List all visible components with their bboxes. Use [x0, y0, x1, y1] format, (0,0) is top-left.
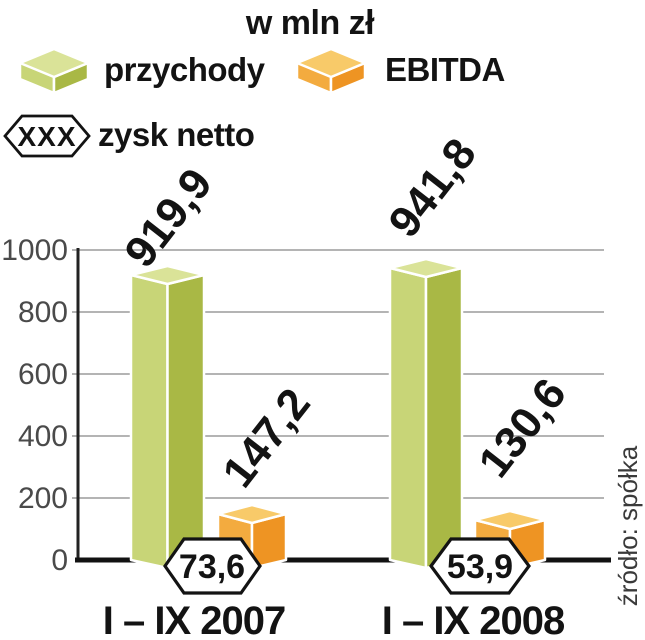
category-label-2007: I – IX 2007 — [103, 599, 285, 640]
bar-top-face — [473, 509, 547, 531]
net-profit-hexagon-icon: XXX — [3, 114, 91, 158]
source-credit: źródło: spółka — [613, 445, 643, 606]
y-tick-0: 0 — [51, 544, 68, 577]
category-label-2008: I – IX 2008 — [382, 599, 565, 640]
revenue-value-2007: 919,9 — [115, 160, 221, 277]
y-tick-400: 400 — [18, 420, 68, 453]
bar-top-face — [216, 503, 288, 525]
hexagon-shape — [429, 537, 531, 595]
y-tick-1000: 1000 — [1, 234, 68, 267]
chart-title: w mln zł — [245, 4, 375, 42]
ebitda-box-icon — [296, 47, 366, 94]
hexagon-shape — [3, 114, 91, 158]
bar-left-face — [129, 273, 169, 570]
ebitda-value-2007: 147,2 — [213, 380, 319, 497]
net-profit-value-2007: 73,6 — [179, 548, 245, 586]
hexagon-shape — [163, 537, 262, 595]
net-profit-badge-2008: 53,9 — [429, 537, 531, 595]
box-top-face — [296, 47, 366, 79]
bar-revenue-2007 — [129, 264, 206, 570]
legend-net-profit-label: zysk netto — [98, 116, 255, 153]
bar-top-face — [388, 257, 464, 279]
y-tick-600: 600 — [18, 358, 68, 391]
y-tick-800: 800 — [18, 296, 68, 329]
bar-revenue-2008 — [388, 257, 464, 570]
legend-ebitda-label: EBITDA — [385, 51, 505, 88]
net-profit-symbol: XXX — [17, 121, 76, 152]
bar-top-face — [129, 264, 206, 286]
ebitda-value-2008: 130,6 — [469, 370, 575, 487]
y-tick-200: 200 — [18, 482, 68, 515]
bar-right-face — [166, 273, 206, 570]
bar-left-face — [388, 266, 428, 570]
box-top-face — [19, 47, 89, 79]
legend-revenue-label: przychody — [104, 51, 265, 88]
bar-right-face — [424, 266, 464, 570]
revenue-value-2008: 941,8 — [379, 130, 485, 247]
revenue-box-icon — [19, 47, 89, 94]
net-profit-value-2008: 53,9 — [447, 548, 513, 586]
net-profit-badge-2007: 73,6 — [163, 537, 262, 595]
y-axis-labels: 1000 800 600 400 200 0 — [1, 234, 68, 577]
